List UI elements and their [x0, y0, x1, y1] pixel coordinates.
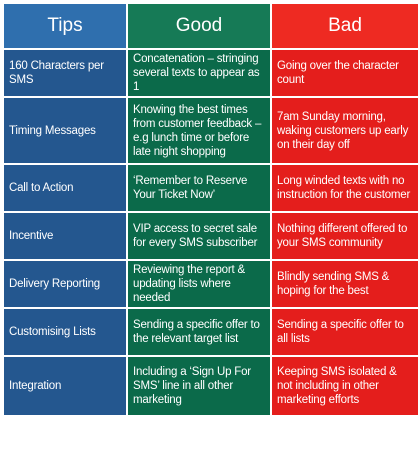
tip-cell: Customising Lists — [4, 309, 126, 355]
tip-cell: Timing Messages — [4, 98, 126, 163]
bad-cell: Keeping SMS isolated & not including in … — [272, 357, 418, 415]
bad-cell: Sending a specific offer to all lists — [272, 309, 418, 355]
good-cell: Including a ‘Sign Up For SMS’ line in al… — [128, 357, 270, 415]
bad-cell: 7am Sunday morning, waking customers up … — [272, 98, 418, 163]
tip-cell: Integration — [4, 357, 126, 415]
tip-cell: Incentive — [4, 213, 126, 259]
header-tips: Tips — [4, 4, 126, 48]
good-cell: Knowing the best times from customer fee… — [128, 98, 270, 163]
bad-cell: Blindly sending SMS & hoping for the bes… — [272, 261, 418, 307]
good-cell: VIP access to secret sale for every SMS … — [128, 213, 270, 259]
good-cell: Concatenation – stringing several texts … — [128, 50, 270, 96]
bad-cell: Nothing different offered to your SMS co… — [272, 213, 418, 259]
bad-cell: Long winded texts with no instruction fo… — [272, 165, 418, 211]
tip-cell: Call to Action — [4, 165, 126, 211]
good-cell: Sending a specific offer to the relevant… — [128, 309, 270, 355]
tip-cell: Delivery Reporting — [4, 261, 126, 307]
header-good: Good — [128, 4, 270, 48]
bad-cell: Going over the character count — [272, 50, 418, 96]
header-bad: Bad — [272, 4, 418, 48]
good-cell: Reviewing the report & updating lists wh… — [128, 261, 270, 307]
tips-comparison-table: Tips Good Bad 160 Characters per SMS Con… — [4, 4, 418, 470]
tip-cell: 160 Characters per SMS — [4, 50, 126, 96]
good-cell: ‘Remember to Reserve Your Ticket Now’ — [128, 165, 270, 211]
